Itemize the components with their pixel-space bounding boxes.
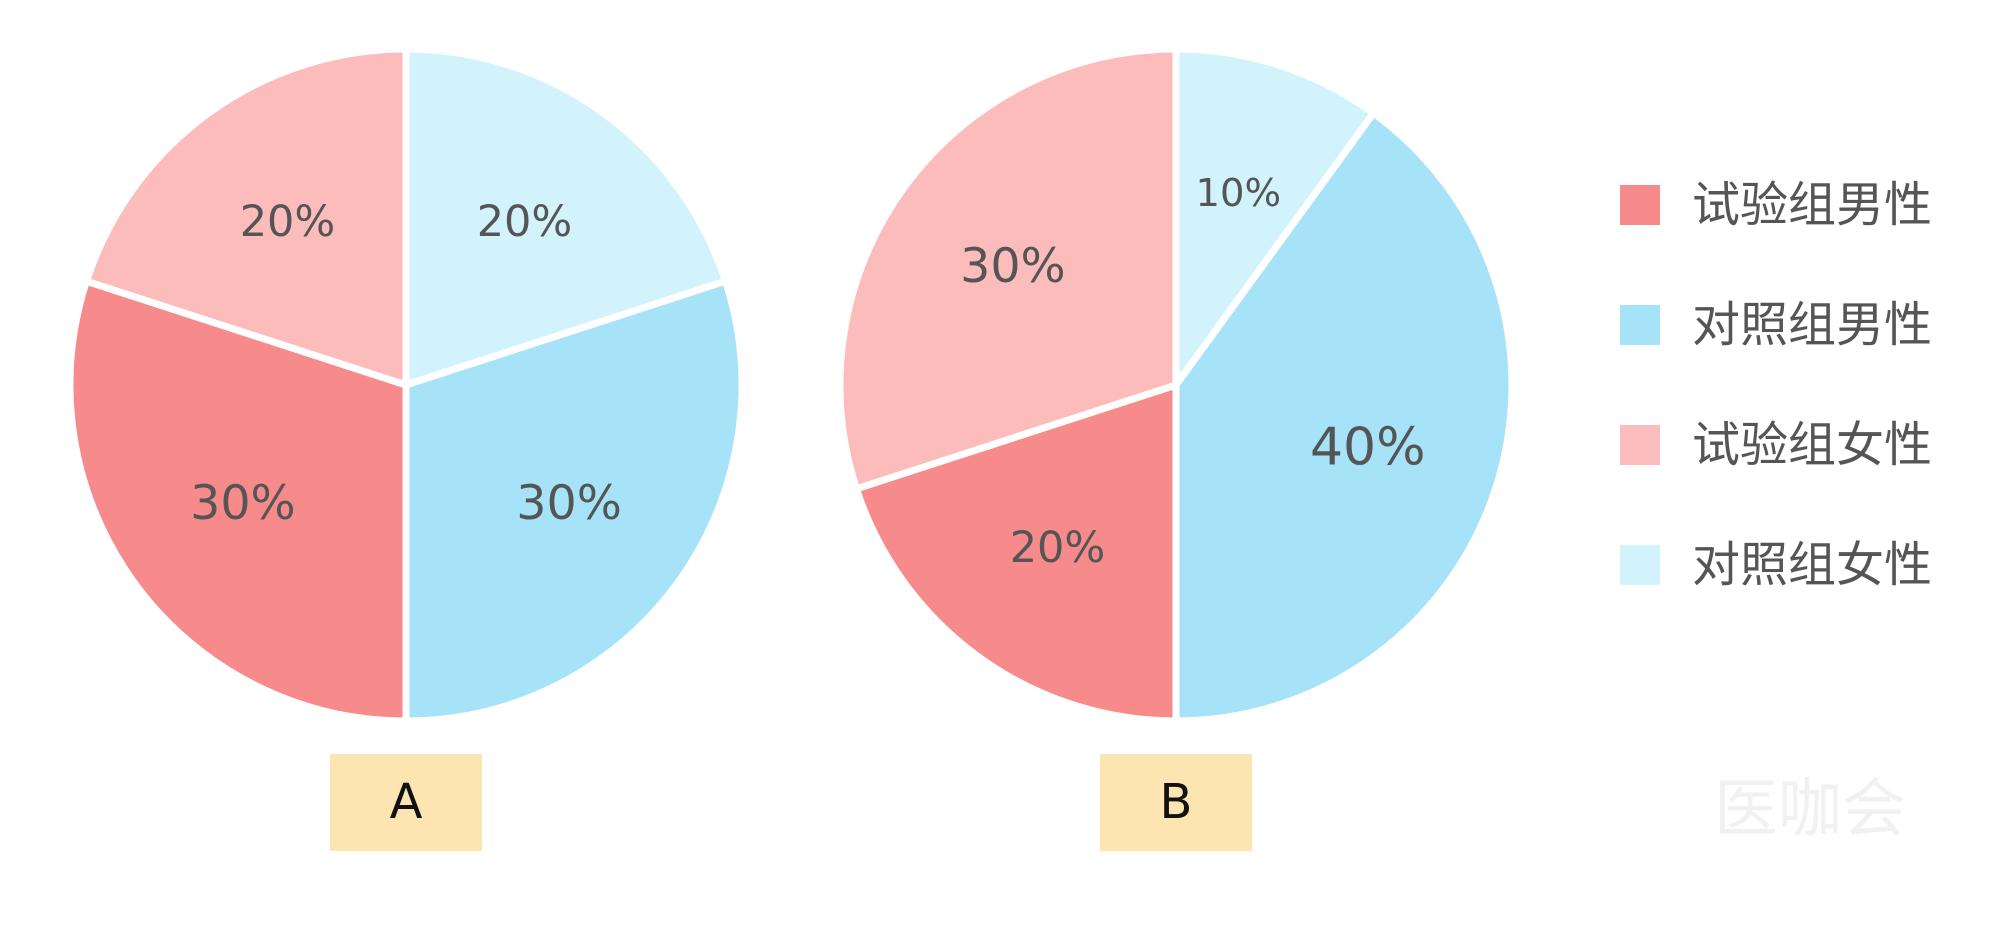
pie-slice — [852, 381, 1180, 725]
legend-swatch — [1620, 545, 1660, 585]
pie-slice — [836, 45, 1180, 493]
slice-label: 30% — [190, 476, 296, 531]
slice-label: 20% — [477, 197, 573, 247]
title-box — [1100, 754, 1252, 851]
legend-label: 对照组男性 — [1692, 297, 1932, 353]
pie-slice — [402, 45, 730, 389]
pie-slice — [1172, 109, 1516, 725]
watermark: 医咖会 — [1714, 773, 1906, 847]
legend-swatch — [1620, 425, 1660, 465]
slice-label: 20% — [1010, 523, 1106, 573]
legend-swatch — [1620, 305, 1660, 345]
slice-label: 20% — [240, 197, 336, 247]
slice-label: 30% — [960, 239, 1066, 294]
pie-slice — [402, 277, 746, 725]
slice-label: 10% — [1196, 171, 1282, 216]
pie-slice — [66, 277, 410, 725]
pie-title: B — [1160, 774, 1193, 830]
slice-label: 40% — [1310, 417, 1426, 477]
legend-label: 试验组男性 — [1692, 177, 1932, 233]
legend-label: 试验组女性 — [1692, 417, 1932, 473]
title-box — [330, 754, 482, 851]
legend-label: 对照组女性 — [1692, 537, 1932, 593]
pie-title: A — [390, 774, 423, 830]
legend-swatch — [1620, 185, 1660, 225]
pie-slice — [1172, 45, 1377, 389]
slice-label: 30% — [516, 476, 622, 531]
pie-slice — [82, 45, 410, 389]
